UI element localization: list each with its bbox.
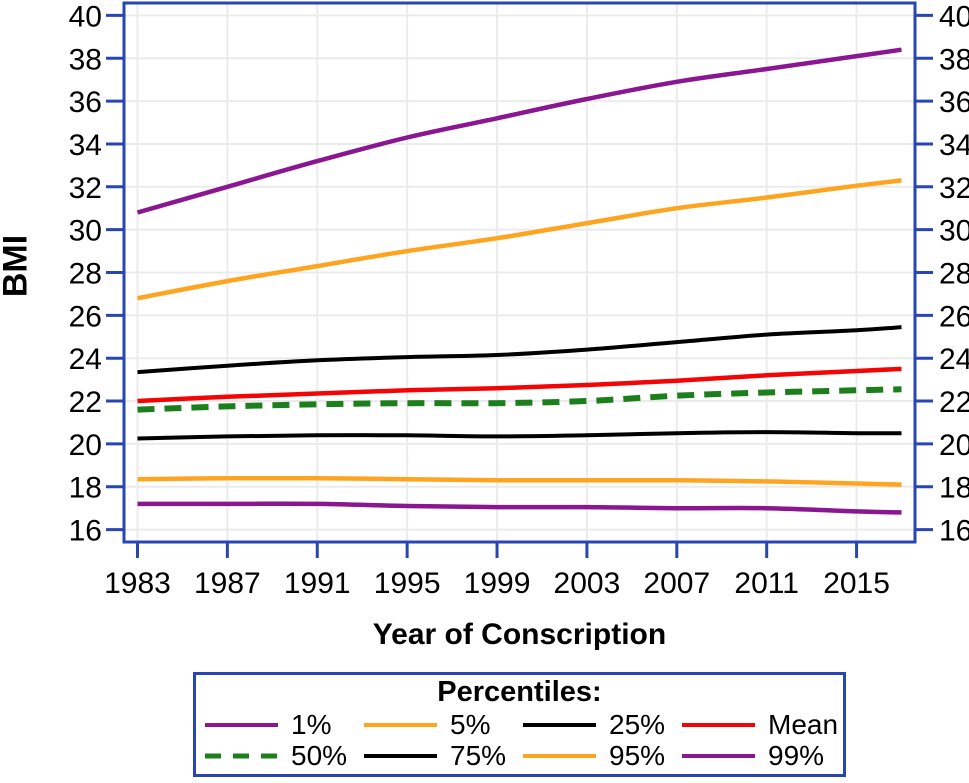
y-tick-label-right: 34 — [939, 129, 969, 162]
legend-title: Percentiles: — [437, 676, 602, 708]
y-tick-label-right: 32 — [939, 172, 969, 205]
y-tick-label-left: 30 — [69, 215, 102, 248]
y-tick-label-left: 38 — [69, 43, 102, 76]
x-tick-label: 1995 — [374, 567, 441, 600]
y-tick-label-left: 16 — [69, 515, 102, 548]
x-tick-label: 1999 — [464, 567, 531, 600]
legend-line-swatch — [682, 722, 755, 727]
y-tick-label-right: 16 — [939, 515, 969, 548]
series-line-95% — [137, 178, 902, 301]
x-tick-label: 1983 — [104, 567, 171, 600]
legend-item-label: 25% — [609, 708, 666, 740]
legend-item-1%: 1% — [204, 708, 363, 740]
x-tick-label: 2007 — [643, 567, 710, 600]
chart-plot-area: 16 16 18 18 20 20 22 22 24 24 26 26 28 28 30 30 32 32 34 34… — [69, 0, 969, 600]
series-line-25% — [137, 430, 902, 441]
y-tick-label-left: 34 — [69, 129, 102, 162]
x-axis-title: Year of Conscription — [372, 618, 667, 651]
legend-line-swatch — [523, 753, 596, 758]
series-line-1% — [137, 501, 902, 515]
x-tick-label: 1987 — [194, 567, 261, 600]
y-tick-label-right: 18 — [939, 472, 969, 505]
y-tick-label-left: 22 — [69, 386, 102, 419]
legend-item-99%: 99% — [681, 739, 840, 771]
legend-box: Percentiles: 1% 5% 25% Mean 50% 75% 95% 99% — [193, 672, 846, 777]
y-tick-label-right: 40 — [939, 0, 969, 33]
legend-line-swatch — [205, 722, 278, 727]
legend-item-25%: 25% — [522, 708, 681, 740]
x-tick-label: 2015 — [823, 567, 890, 600]
series-line-99% — [136, 47, 902, 215]
x-tick-label: 1991 — [284, 567, 351, 600]
series-line-75% — [137, 325, 902, 375]
y-tick-label-left: 18 — [69, 472, 102, 505]
legend-item-label: 1% — [291, 708, 332, 740]
y-tick-label-left: 28 — [69, 258, 102, 291]
y-tick-label-left: 20 — [69, 429, 102, 462]
series-line-5% — [137, 475, 902, 487]
y-axis-title: BMI — [0, 234, 35, 298]
legend-item-label: 99% — [768, 739, 825, 771]
legend-item-label: 50% — [291, 739, 348, 771]
y-tick-label-left: 36 — [69, 86, 102, 119]
legend-line-swatch — [364, 722, 437, 727]
legend-line-swatch — [523, 722, 596, 727]
y-tick-label-right: 36 — [939, 86, 969, 119]
legend-line-swatch — [364, 753, 437, 758]
legend-item-label: 5% — [450, 708, 491, 740]
x-tick-label: 2011 — [734, 567, 799, 600]
y-tick-label-right: 24 — [939, 343, 969, 376]
x-tick-label: 2003 — [554, 567, 621, 600]
y-tick-label-left: 26 — [69, 300, 102, 333]
legend-item-95%: 95% — [522, 739, 681, 771]
legend-item-5%: 5% — [363, 708, 522, 740]
y-tick-label-right: 20 — [939, 429, 969, 462]
y-tick-label-right: 22 — [939, 386, 969, 419]
y-tick-label-right: 30 — [939, 215, 969, 248]
series-line-Mean — [137, 366, 902, 404]
legend-item-label: 75% — [450, 739, 507, 771]
legend-item-50%: 50% — [204, 739, 363, 771]
legend-row: 50% 75% 95% 99% — [196, 740, 843, 771]
legend-item-75%: 75% — [363, 739, 522, 771]
y-tick-label-left: 40 — [69, 0, 102, 33]
y-tick-label-right: 26 — [939, 300, 969, 333]
legend-item-label: 95% — [609, 739, 666, 771]
series-line-50% — [137, 386, 902, 413]
y-tick-label-left: 32 — [69, 172, 102, 205]
legend-line-swatch — [682, 753, 755, 758]
legend-rows: 1% 5% 25% Mean 50% 75% 95% 99% — [196, 709, 843, 771]
legend-item-label: Mean — [768, 708, 839, 740]
legend-row: 1% 5% 25% Mean — [196, 709, 843, 740]
legend-dashed-line-swatch — [205, 753, 278, 758]
legend-item-Mean: Mean — [681, 708, 840, 740]
y-tick-label-right: 28 — [939, 258, 969, 291]
y-tick-label-right: 38 — [939, 43, 969, 76]
y-tick-label-left: 24 — [69, 343, 102, 376]
